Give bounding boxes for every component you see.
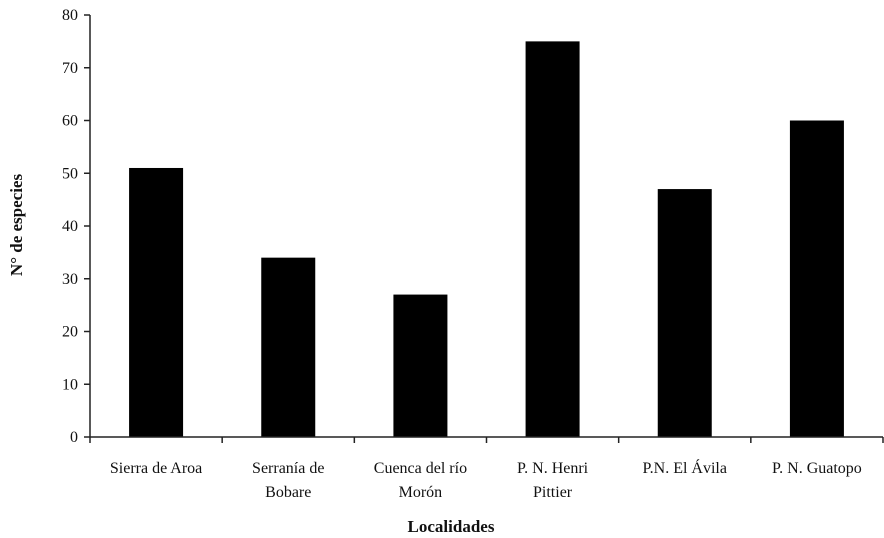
y-axis-title: N° de especies [7,174,26,277]
x-category-label: Sierra de Aroa [110,460,202,477]
x-category-label: P.N. El Ávila [643,458,727,477]
x-axis-title: Localidades [408,517,495,536]
y-tick-label: 0 [70,429,78,446]
y-ticks-group: 0 10 20 30 40 50 60 70 80 [62,7,90,446]
bar [393,294,448,437]
x-category-label: Cuenca del río [374,460,467,477]
bar [789,120,844,437]
y-tick-label: 80 [62,7,78,24]
bar [261,257,316,437]
y-tick-label: 20 [62,324,78,341]
x-category-label: P. N. Henri [517,460,589,477]
bar [525,41,580,437]
x-category-label: Serranía de [252,460,324,477]
y-tick-label: 70 [62,60,78,77]
x-category-label: Pittier [533,484,573,501]
bar [657,189,712,437]
y-tick-label: 60 [62,113,78,130]
y-tick-label: 30 [62,271,78,288]
x-category-labels: Sierra de Aroa Serranía de Bobare Cuenca de… [110,458,862,501]
y-tick-label: 10 [62,376,78,393]
x-ticks-group [89,437,884,443]
x-category-label: Morón [399,484,443,501]
bars-group [129,41,844,437]
x-category-label: P. N. Guatopo [772,460,862,477]
y-tick-label: 40 [62,218,78,235]
x-category-label: Bobare [265,484,311,501]
bar [129,167,184,437]
y-tick-label: 50 [62,165,78,182]
